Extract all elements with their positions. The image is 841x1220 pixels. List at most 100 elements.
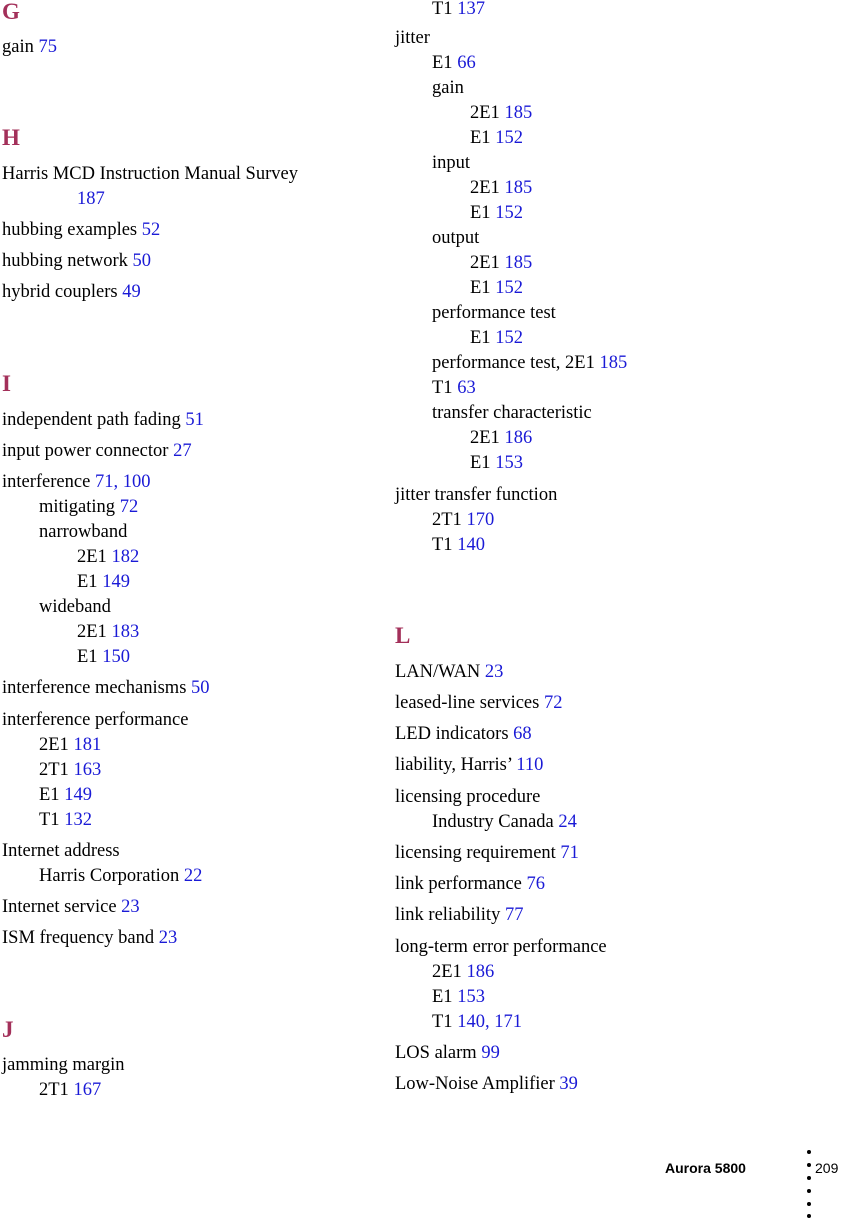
page-link[interactable]: 185 bbox=[504, 103, 533, 123]
page-link[interactable]: 23 bbox=[484, 662, 504, 682]
page-link[interactable]: 182 bbox=[111, 547, 140, 567]
index-entry: Internet service 23 bbox=[2, 898, 140, 917]
entry-term: input power connector bbox=[2, 441, 169, 461]
page-link[interactable]: 50 bbox=[132, 251, 152, 271]
index-subsubentry: E1 152 bbox=[470, 129, 523, 148]
index-subentry: performance test bbox=[432, 304, 556, 323]
page-link[interactable]: 52 bbox=[141, 220, 161, 240]
page-link[interactable]: 77 bbox=[504, 905, 524, 925]
entry-term: long-term error performance bbox=[395, 937, 607, 957]
index-entry: link reliability 77 bbox=[395, 906, 523, 925]
page-link[interactable]: 137 bbox=[457, 0, 485, 19]
index-subentry: E1 153 bbox=[432, 988, 485, 1007]
index-subentry: T1 140 bbox=[432, 536, 485, 555]
page-link[interactable]: 185 bbox=[599, 353, 628, 373]
footer-page-number: 209 bbox=[815, 1160, 839, 1176]
page-link[interactable]: 140, 171 bbox=[457, 1012, 522, 1032]
index-subentry: E1 66 bbox=[432, 54, 476, 73]
page-link[interactable]: 76 bbox=[526, 874, 546, 894]
entry-term: jitter bbox=[395, 28, 430, 48]
index-entry: licensing procedure bbox=[395, 788, 540, 807]
index-subsubentry: 2E1 185 bbox=[470, 254, 532, 273]
page-link[interactable]: 49 bbox=[122, 282, 141, 302]
page-link[interactable]: 187 bbox=[77, 189, 105, 209]
section-heading-j: J bbox=[2, 1017, 14, 1042]
page-link[interactable]: 167 bbox=[73, 1080, 102, 1100]
index-subentry: output bbox=[432, 229, 479, 248]
page-link[interactable]: 63 bbox=[457, 378, 476, 398]
page-link[interactable]: 152 bbox=[495, 328, 523, 348]
page-link[interactable]: 186 bbox=[466, 962, 495, 982]
divider-dot bbox=[807, 1163, 811, 1167]
index-subsubentry: 2E1 185 bbox=[470, 179, 532, 198]
index-entry: interference 71, 100 bbox=[2, 473, 150, 492]
page-link[interactable]: 24 bbox=[558, 812, 577, 832]
page-link[interactable]: 150 bbox=[102, 647, 130, 667]
page-link[interactable]: 186 bbox=[504, 428, 533, 448]
entry-term: link performance bbox=[395, 874, 522, 894]
page-link[interactable]: 68 bbox=[513, 724, 532, 744]
index-subentry: 2E1 181 bbox=[39, 736, 101, 755]
divider-dot bbox=[807, 1202, 811, 1206]
entry-term: hubbing examples bbox=[2, 220, 138, 240]
index-subsubentry: E1 152 bbox=[470, 204, 523, 223]
entry-term: gain bbox=[2, 37, 34, 57]
page-link[interactable]: 22 bbox=[183, 866, 203, 886]
index-subsubentry: 2E1 186 bbox=[470, 429, 532, 448]
index-subentry: input bbox=[432, 154, 470, 173]
page-link[interactable]: 132 bbox=[64, 810, 92, 830]
page-link[interactable]: 51 bbox=[185, 410, 204, 430]
index-entry: jamming margin bbox=[2, 1056, 124, 1075]
page-link[interactable]: 66 bbox=[457, 53, 476, 73]
entry-term: E1 bbox=[432, 987, 453, 1007]
page-link[interactable]: 140 bbox=[457, 535, 485, 555]
page-link[interactable]: 170 bbox=[466, 510, 495, 530]
entry-term: E1 bbox=[432, 53, 453, 73]
page-link[interactable]: 27 bbox=[173, 441, 192, 461]
page-link[interactable]: 149 bbox=[64, 785, 92, 805]
index-entry: Internet address bbox=[2, 842, 120, 861]
entry-term: interference bbox=[2, 472, 91, 492]
entry-term: LOS alarm bbox=[395, 1043, 477, 1063]
page-link[interactable]: 110 bbox=[516, 755, 544, 775]
entry-term: performance test, 2E1 bbox=[432, 353, 595, 373]
entry-term: 2T1 bbox=[39, 1080, 69, 1100]
page-link[interactable]: 153 bbox=[457, 987, 485, 1007]
index-entry: Low-Noise Amplifier 39 bbox=[395, 1075, 578, 1094]
page-link[interactable]: 50 bbox=[191, 678, 210, 698]
entry-term: Harris MCD Instruction Manual Survey bbox=[2, 164, 298, 184]
page-link[interactable]: 163 bbox=[73, 760, 102, 780]
entry-term: gain bbox=[432, 78, 464, 98]
page-link[interactable]: 181 bbox=[73, 735, 102, 755]
page-link[interactable]: 153 bbox=[495, 453, 523, 473]
entry-term: hubbing network bbox=[2, 251, 128, 271]
index-entry: hybrid couplers 49 bbox=[2, 283, 141, 302]
index-subentry: Harris Corporation 22 bbox=[39, 867, 202, 886]
page-link[interactable]: 72 bbox=[543, 693, 563, 713]
page-link[interactable]: 183 bbox=[111, 622, 140, 642]
page-link[interactable]: 72 bbox=[119, 497, 139, 517]
page-link[interactable]: 185 bbox=[504, 178, 533, 198]
page-link[interactable]: 152 bbox=[495, 203, 523, 223]
page-link[interactable]: 152 bbox=[495, 278, 523, 298]
entry-term: 2E1 bbox=[470, 253, 500, 273]
entry-term: jamming margin bbox=[2, 1055, 125, 1075]
page-link[interactable]: 23 bbox=[158, 928, 178, 948]
page-link[interactable]: 71 bbox=[560, 843, 579, 863]
entry-term: 2T1 bbox=[432, 510, 462, 530]
page-link[interactable]: 23 bbox=[121, 897, 140, 917]
index-subsubentry: 2E1 185 bbox=[470, 104, 532, 123]
page-link[interactable]: 152 bbox=[495, 128, 523, 148]
divider-dot bbox=[807, 1150, 811, 1154]
entry-term: E1 bbox=[77, 572, 98, 592]
footer-dot-divider bbox=[804, 1150, 814, 1220]
index-subentry: performance test, 2E1 185 bbox=[432, 354, 627, 373]
page-link[interactable]: 39 bbox=[559, 1074, 578, 1094]
page-link[interactable]: 99 bbox=[481, 1043, 500, 1063]
page-link[interactable]: 71, 100 bbox=[94, 472, 151, 492]
index-entry: liability, Harris’ 110 bbox=[395, 756, 543, 775]
page-link[interactable]: 149 bbox=[102, 572, 130, 592]
entry-term: ISM frequency band bbox=[2, 928, 155, 948]
page-link[interactable]: 185 bbox=[504, 253, 533, 273]
page-link[interactable]: 75 bbox=[38, 37, 57, 57]
